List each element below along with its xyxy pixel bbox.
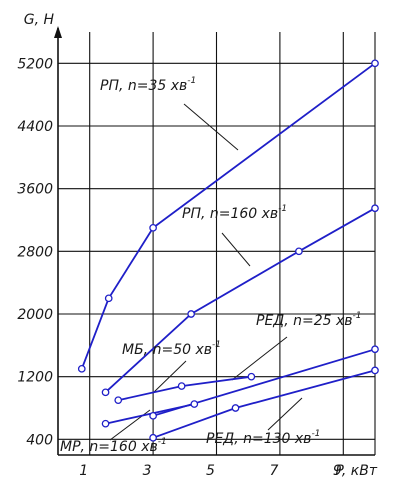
data-point	[187, 310, 195, 318]
y-axis-arrow	[54, 26, 62, 38]
series-label-leader	[183, 103, 239, 151]
data-point	[247, 372, 256, 381]
series-label-leader	[221, 232, 251, 267]
series-lines	[80, 62, 376, 439]
x-tick-label: 7	[269, 463, 278, 479]
data-point	[190, 400, 199, 408]
series-label: МР, n=160 хв-1	[60, 437, 167, 455]
grid	[58, 32, 376, 455]
data-point	[371, 345, 379, 354]
series-label: РЕД, n=130 хв-1	[206, 429, 320, 447]
series-label: РЕД, n=25 хв-1	[256, 311, 362, 329]
data-point	[104, 294, 113, 303]
x-tick-label: 1	[79, 463, 88, 479]
data-point	[371, 204, 379, 213]
data-point	[149, 223, 157, 232]
x-axis-label: P, кВт	[335, 463, 377, 479]
series-labels: РП, n=35 хв-1 РП, n=160 хв-1 РЕД, n=25 хв-…	[60, 76, 362, 455]
data-point	[177, 382, 186, 390]
axes	[54, 26, 375, 456]
y-tick-label: 2000	[17, 307, 53, 323]
series-label: РП, n=35 хв-1	[100, 76, 196, 94]
x-tick-label: 3	[143, 463, 152, 479]
series-line-0	[80, 62, 376, 370]
y-tick-label: 3600	[17, 182, 53, 198]
series-label-leader	[152, 360, 187, 394]
y-tick-label: 4400	[17, 119, 53, 135]
series-label: МБ, n=50 хв-1	[122, 340, 221, 358]
data-point	[114, 396, 123, 405]
x-tick-label: 5	[206, 463, 215, 479]
y-tick-label: 5200	[17, 56, 53, 72]
series-label: РП, n=160 хв-1	[182, 204, 287, 222]
y-tick-label: 2800	[17, 244, 53, 260]
data-point	[101, 419, 110, 428]
y-tick-label: 400	[26, 432, 53, 448]
data-point	[231, 404, 240, 412]
series-line-3	[118, 375, 252, 402]
series-line-5	[152, 369, 376, 439]
data-point	[77, 364, 86, 373]
data-point	[371, 366, 379, 375]
data-point	[101, 388, 110, 397]
y-tick-label: 1200	[17, 370, 53, 386]
y-axis-label: G, H	[24, 12, 55, 28]
data-point	[295, 247, 303, 256]
series-line-1	[104, 207, 376, 393]
data-point	[149, 433, 157, 442]
tick-labels: 400 1200 2000 2800 3600 4400 5200 1 3 5 7 9 G, H P, к…	[17, 12, 377, 479]
data-points	[77, 59, 379, 442]
data-point	[149, 411, 157, 420]
x-tick-label: 9	[333, 463, 342, 479]
series-label-leader	[267, 397, 303, 431]
series-label-leader	[231, 336, 288, 381]
data-point	[371, 59, 379, 68]
leader-lines	[109, 103, 303, 441]
